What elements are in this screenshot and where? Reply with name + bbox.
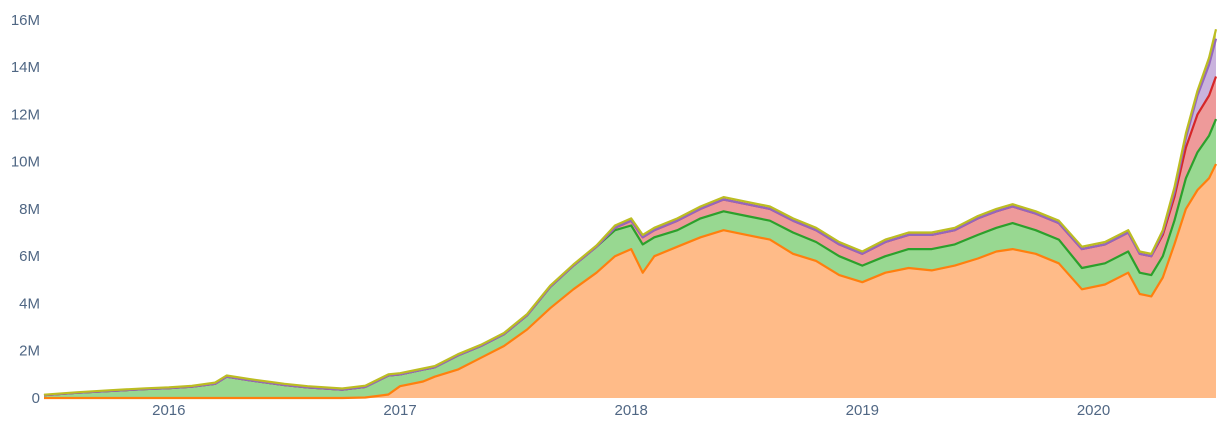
series-line-0 — [44, 163, 1217, 400]
y-tick-label: 10M — [11, 154, 40, 171]
x-tick-label: 2020 — [1077, 402, 1110, 419]
series-line-4 — [43, 29, 1218, 396]
x-tick-label: 2019 — [846, 402, 879, 419]
y-tick-label: 16M — [11, 12, 40, 29]
series-line-3 — [43, 38, 1218, 397]
x-axis: 2016 2017 2018 2019 2020 — [152, 402, 1110, 419]
series-lines — [43, 29, 1218, 400]
x-tick-label: 2016 — [152, 402, 185, 419]
y-axis: 0 2M 4M 6M 8M 10M 12M 14M 16M — [11, 12, 40, 407]
x-tick-label: 2018 — [615, 402, 648, 419]
x-tick-label: 2017 — [383, 402, 416, 419]
y-tick-label: 2M — [19, 343, 40, 360]
y-tick-label: 14M — [11, 59, 40, 76]
y-tick-label: 8M — [19, 201, 40, 218]
y-tick-label: 6M — [19, 248, 40, 265]
series-areas — [44, 29, 1216, 398]
series-area-0 — [44, 164, 1216, 398]
y-tick-label: 0 — [32, 390, 40, 407]
y-tick-label: 4M — [19, 296, 40, 313]
y-tick-label: 12M — [11, 106, 40, 123]
